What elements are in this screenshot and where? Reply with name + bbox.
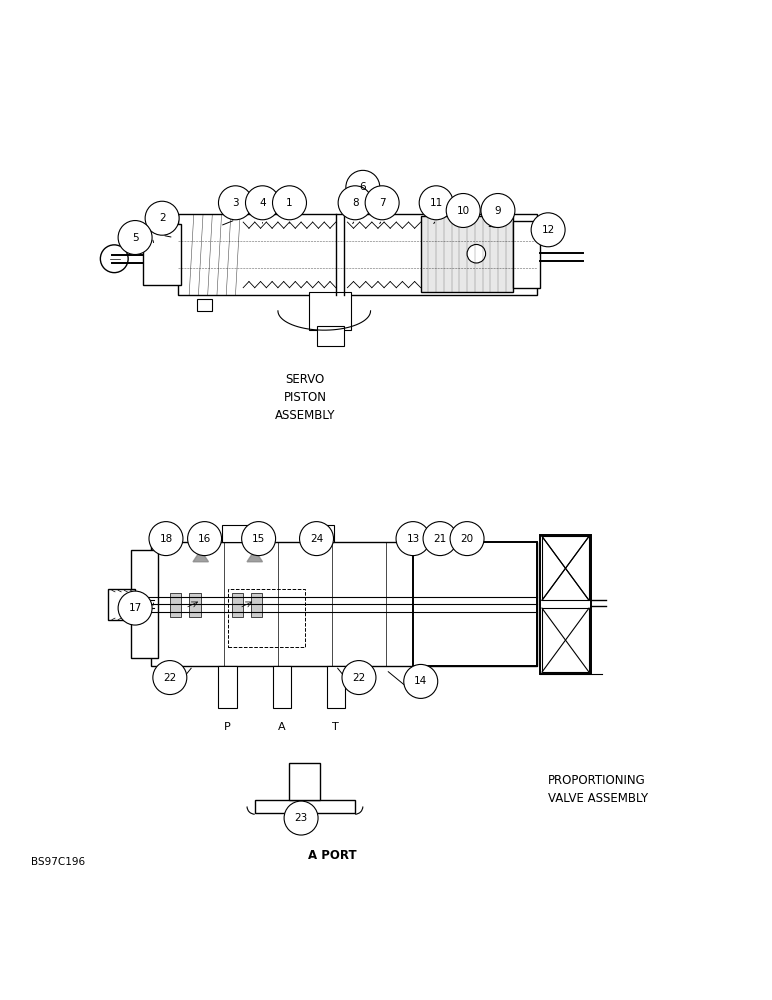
Text: 17: 17 (128, 603, 142, 613)
Circle shape (153, 661, 187, 695)
Text: 10: 10 (456, 206, 470, 216)
Circle shape (450, 522, 484, 556)
Bar (317, 326, 344, 346)
Text: 2: 2 (159, 213, 165, 223)
Polygon shape (193, 550, 208, 562)
Bar (232, 593, 243, 617)
Text: P: P (225, 722, 231, 732)
Text: 18: 18 (159, 534, 173, 544)
Bar (413, 542, 537, 666)
Circle shape (446, 194, 480, 227)
Bar (189, 593, 201, 617)
Circle shape (346, 170, 380, 204)
Text: 13: 13 (406, 534, 420, 544)
Bar (542, 536, 589, 600)
Text: T: T (333, 722, 339, 732)
Circle shape (242, 522, 276, 556)
Text: 11: 11 (429, 198, 443, 208)
Bar (542, 608, 589, 672)
Circle shape (145, 201, 179, 235)
Text: 22: 22 (163, 673, 177, 683)
Polygon shape (247, 550, 262, 562)
Bar (170, 593, 181, 617)
Text: 7: 7 (379, 198, 385, 208)
Text: 9: 9 (495, 206, 501, 216)
Text: 24: 24 (310, 534, 323, 544)
Bar (306, 525, 334, 542)
Text: 14: 14 (414, 676, 428, 686)
Text: 3: 3 (232, 198, 239, 208)
Bar (273, 666, 291, 708)
Text: 22: 22 (352, 673, 366, 683)
Bar (251, 593, 262, 617)
Bar (309, 292, 351, 330)
Bar (421, 216, 513, 292)
Circle shape (300, 522, 334, 556)
Circle shape (188, 522, 222, 556)
Bar (513, 221, 540, 288)
Bar (218, 666, 237, 708)
Circle shape (284, 801, 318, 835)
Circle shape (149, 522, 183, 556)
Bar (197, 299, 212, 311)
Circle shape (338, 186, 372, 220)
Circle shape (423, 522, 457, 556)
Text: 8: 8 (352, 198, 358, 208)
Bar (143, 224, 181, 285)
Circle shape (481, 194, 515, 227)
Bar (540, 535, 591, 674)
Circle shape (531, 213, 565, 247)
Bar (290, 763, 320, 800)
Text: 12: 12 (541, 225, 555, 235)
Circle shape (218, 186, 252, 220)
Circle shape (118, 591, 152, 625)
Text: 20: 20 (460, 534, 474, 544)
Text: BS97C196: BS97C196 (31, 857, 85, 867)
Bar (131, 550, 158, 658)
Bar (151, 542, 537, 666)
Text: 1: 1 (286, 198, 293, 208)
Circle shape (365, 186, 399, 220)
Text: 23: 23 (294, 813, 308, 823)
Circle shape (118, 221, 152, 255)
Bar (327, 666, 345, 708)
Bar (255, 800, 355, 813)
Bar (178, 214, 537, 295)
Bar (228, 589, 305, 647)
Text: 16: 16 (198, 534, 212, 544)
Text: 21: 21 (433, 534, 447, 544)
Text: A: A (278, 722, 286, 732)
Bar (108, 589, 135, 620)
Circle shape (396, 522, 430, 556)
Text: PROPORTIONING
VALVE ASSEMBLY: PROPORTIONING VALVE ASSEMBLY (548, 774, 648, 805)
Circle shape (245, 186, 279, 220)
Text: 6: 6 (360, 182, 366, 192)
Text: 4: 4 (259, 198, 266, 208)
Text: SERVO
PISTON
ASSEMBLY: SERVO PISTON ASSEMBLY (275, 373, 335, 422)
Circle shape (273, 186, 306, 220)
Circle shape (100, 245, 128, 273)
Circle shape (467, 244, 486, 263)
Circle shape (404, 664, 438, 698)
Text: A PORT: A PORT (308, 849, 356, 862)
Circle shape (342, 661, 376, 695)
Bar (222, 525, 249, 542)
Text: 15: 15 (252, 534, 266, 544)
Text: 5: 5 (132, 233, 138, 243)
Circle shape (419, 186, 453, 220)
